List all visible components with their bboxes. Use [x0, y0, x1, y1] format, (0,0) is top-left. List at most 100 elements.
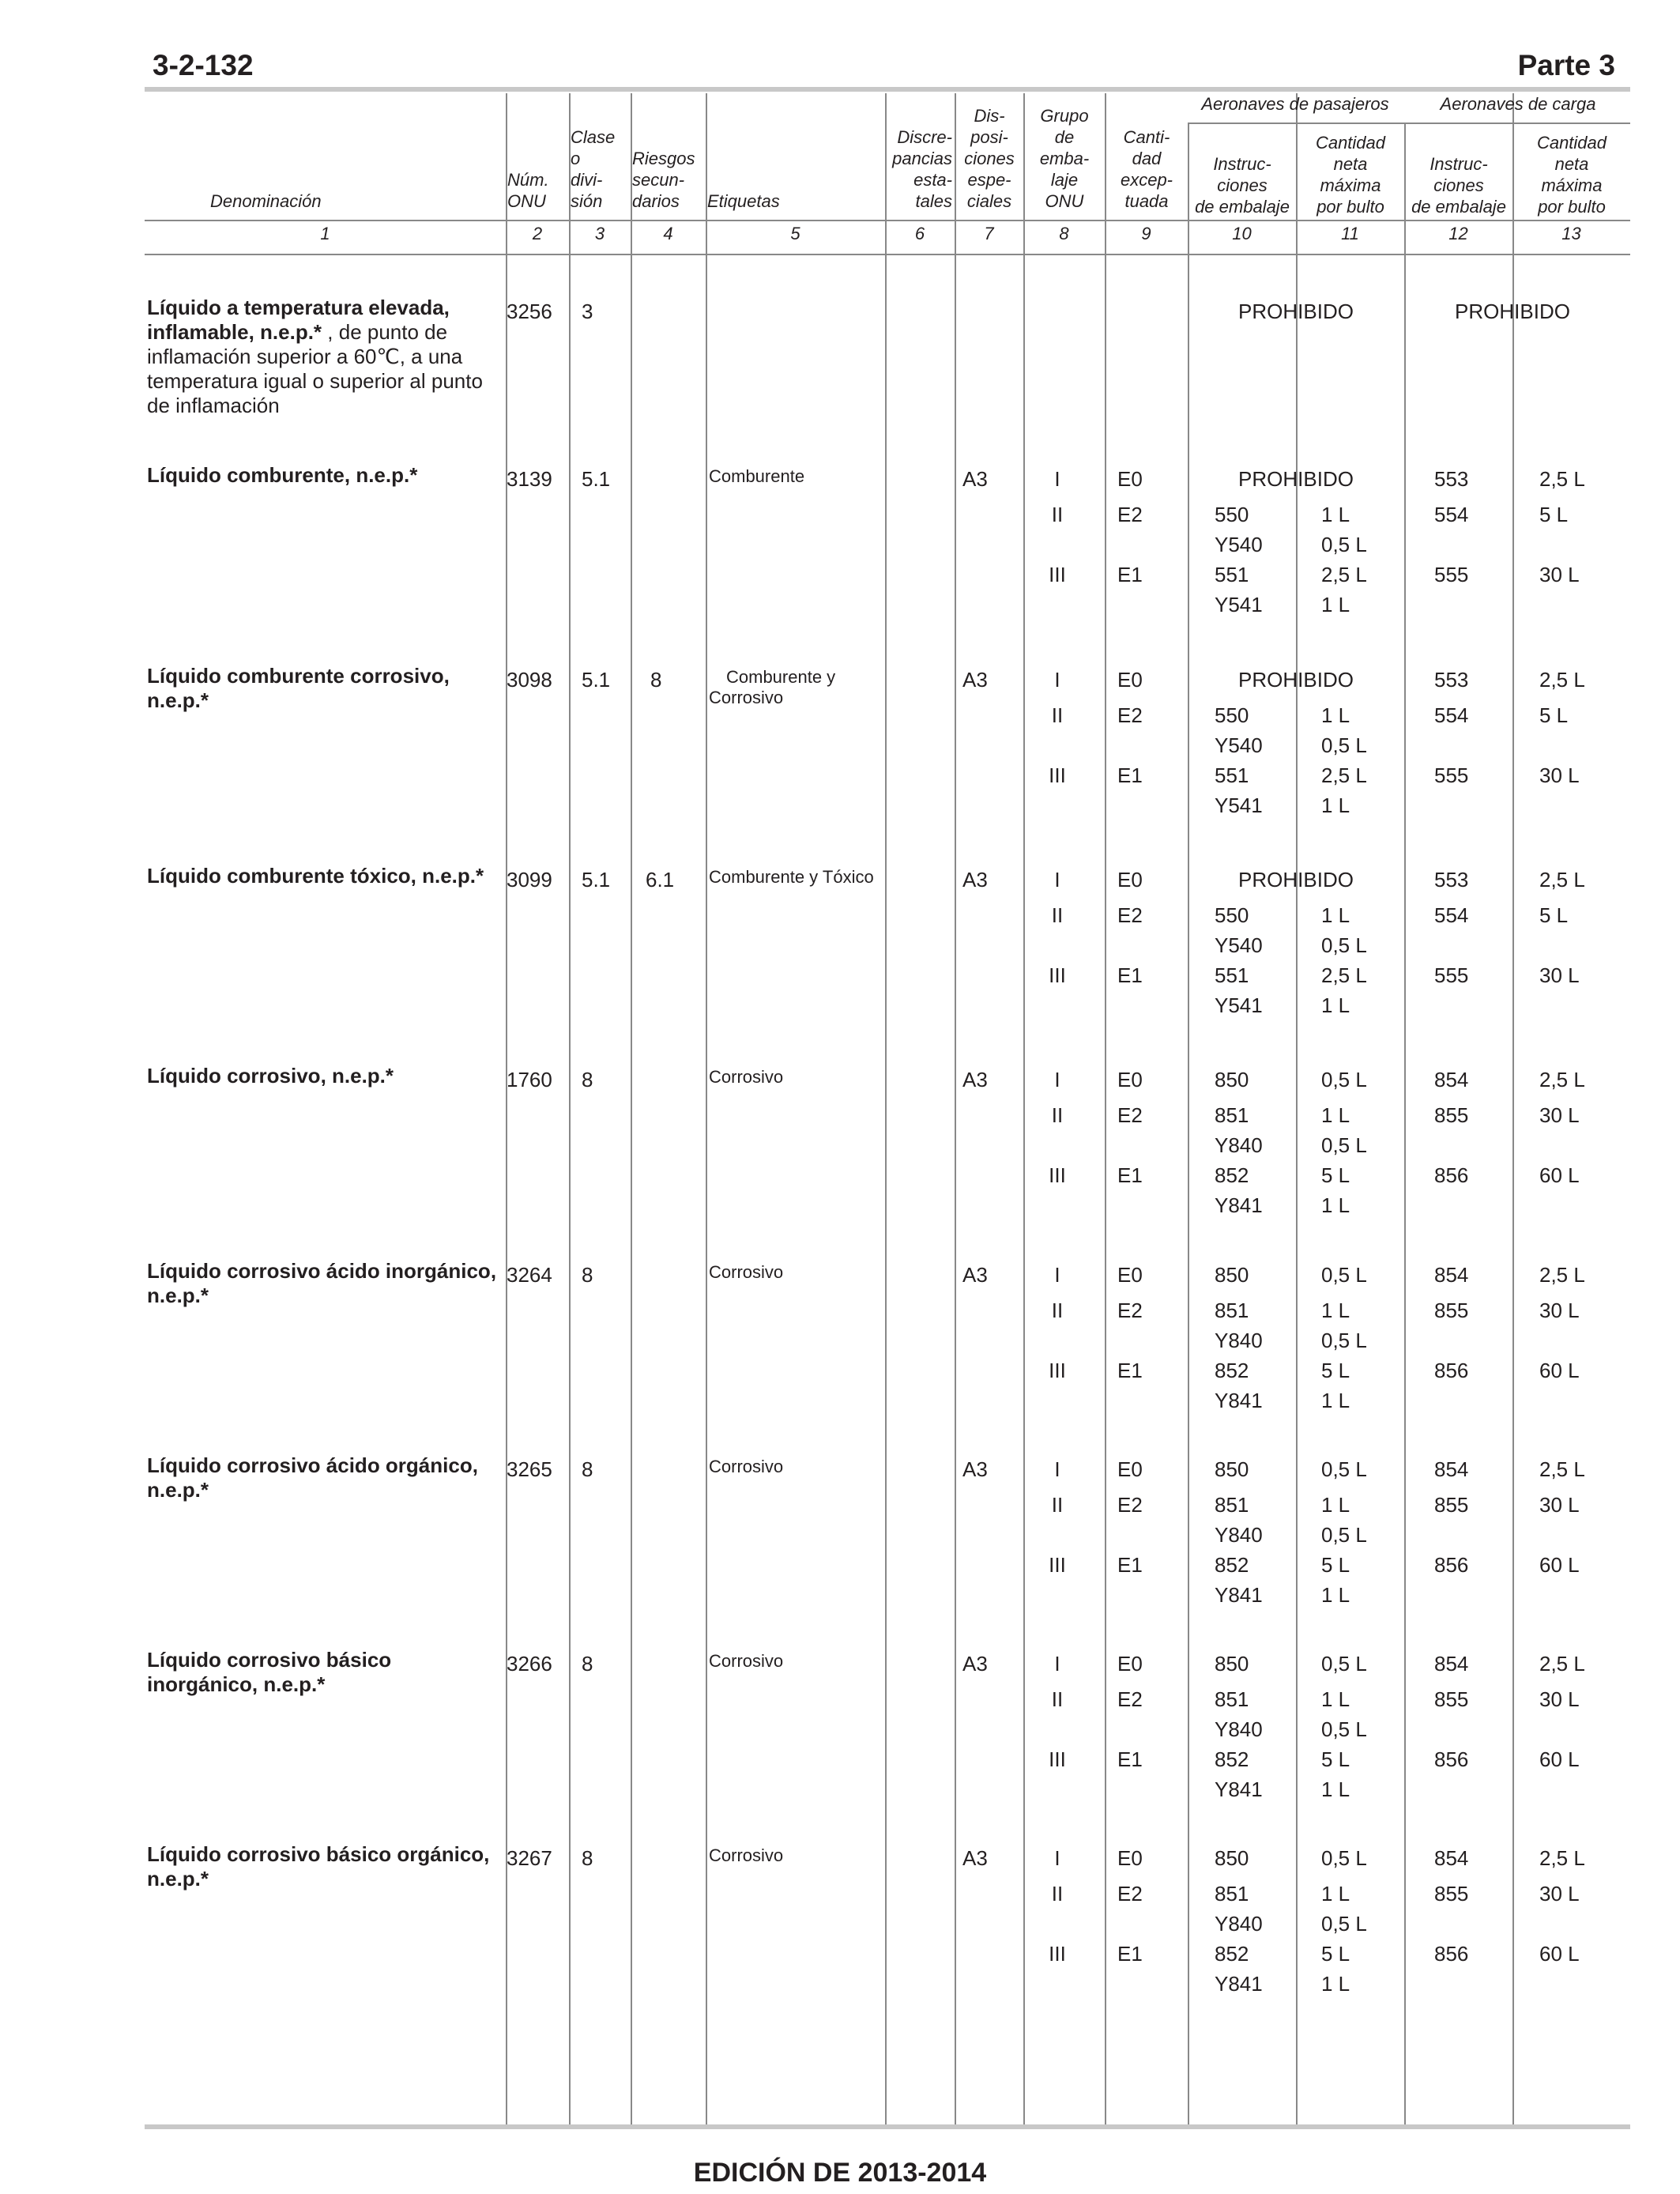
passenger-max-quantity: 5 L: [1321, 1553, 1350, 1577]
part-title: Parte 3: [1517, 49, 1615, 81]
header-line: ciones: [964, 149, 1015, 168]
un-number: 3265: [507, 1457, 552, 1481]
aircraft-group-rule: [1188, 123, 1630, 124]
packing-group: II: [1051, 503, 1064, 526]
passenger-max-quantity: 0,5 L: [1321, 1652, 1367, 1676]
hazard-label: Corrosivo: [709, 1457, 784, 1476]
passenger-packing-instruction: 551: [1215, 963, 1249, 987]
header-line: ciones: [1433, 175, 1484, 195]
column-header-c3: Clase o divi-sión: [571, 126, 629, 212]
cargo-max-quantity: 5 L: [1539, 903, 1569, 927]
column-number: 3: [594, 224, 605, 243]
column-rule: [1296, 93, 1298, 2124]
excepted-quantity: E0: [1117, 1652, 1143, 1676]
entry-name: Líquido corrosivo básico orgánico, n.e.p…: [147, 1842, 503, 1891]
header-line: Clase: [571, 127, 616, 147]
entry-name: Líquido corrosivo, n.e.p.*: [147, 1064, 503, 1088]
passenger-max-quantity: 1 L: [1321, 1493, 1350, 1517]
passenger-max-quantity: 2,5 L: [1321, 563, 1367, 586]
column-header-c5: Etiquetas: [707, 190, 881, 212]
cargo-max-quantity: 30 L: [1539, 1882, 1580, 1906]
un-number: 3099: [507, 868, 552, 892]
column-rule: [1023, 93, 1025, 2124]
column-rule: [955, 93, 956, 2124]
excepted-quantity: E1: [1117, 763, 1143, 787]
passenger-packing-instruction: 852: [1215, 1747, 1249, 1771]
header-line: secun-: [632, 170, 685, 190]
header-line: emba-: [1039, 149, 1090, 168]
passenger-packing-instruction: Y841: [1215, 1193, 1263, 1217]
header-line: esta-: [913, 170, 952, 190]
passenger-packing-instruction: 850: [1215, 1846, 1249, 1870]
class-division: 5.1: [582, 668, 611, 692]
hazard-label: Comburente: [709, 466, 805, 486]
un-number: 3139: [507, 467, 552, 491]
cargo-packing-instruction: 856: [1434, 1747, 1469, 1771]
passenger-max-quantity: 0,5 L: [1321, 1068, 1367, 1091]
packing-group: I: [1054, 1068, 1060, 1091]
excepted-quantity: E0: [1117, 1457, 1143, 1481]
cargo-packing-instruction: 855: [1434, 1299, 1469, 1322]
cargo-max-quantity: 2,5 L: [1539, 1068, 1585, 1091]
passenger-prohibited: PROHIBIDO: [1238, 300, 1354, 323]
passenger-prohibited: PROHIBIDO: [1238, 467, 1354, 491]
cargo-packing-instruction: 856: [1434, 1359, 1469, 1382]
passenger-packing-instruction: Y840: [1215, 1133, 1263, 1157]
header-line: Grupo: [1040, 106, 1089, 126]
passenger-packing-instruction: Y841: [1215, 1389, 1263, 1412]
packing-group: II: [1051, 1687, 1064, 1711]
header-line: darios: [632, 191, 680, 211]
cargo-packing-instruction: 855: [1434, 1687, 1469, 1711]
column-rule: [706, 93, 707, 2124]
hazard-label: Corrosivo: [709, 1845, 784, 1865]
cargo-max-quantity: 2,5 L: [1539, 1263, 1585, 1287]
passenger-packing-instruction: Y540: [1215, 533, 1263, 556]
cargo-packing-instruction: 554: [1434, 503, 1469, 526]
passenger-max-quantity: 0,5 L: [1321, 1523, 1367, 1547]
column-rule: [631, 93, 632, 2124]
cargo-packing-instruction: 854: [1434, 1068, 1469, 1091]
un-number: 3266: [507, 1652, 552, 1676]
passenger-max-quantity: 1 L: [1321, 1103, 1350, 1127]
passenger-max-quantity: 1 L: [1321, 703, 1350, 727]
header-line: ciales: [966, 191, 1012, 211]
passenger-max-quantity: 1 L: [1321, 1193, 1350, 1217]
header-line: ciones: [1217, 175, 1268, 195]
cargo-packing-instruction: 555: [1434, 563, 1469, 586]
special-provision: A3: [962, 868, 988, 892]
packing-group: III: [1049, 1553, 1066, 1577]
hazard-label: Corrosivo: [709, 1067, 784, 1087]
cargo-max-quantity: 30 L: [1539, 963, 1580, 987]
passenger-max-quantity: 5 L: [1321, 1942, 1350, 1966]
column-rule: [885, 93, 887, 2124]
column-number: 8: [1059, 224, 1069, 243]
header-line: Canti-: [1123, 127, 1170, 147]
hazard-label: Corrosivo: [709, 1651, 784, 1671]
header-line: Instruc-: [1213, 154, 1271, 174]
packing-group: II: [1051, 1103, 1064, 1127]
column-header-c13: Cantidad neta máxima por bulto: [1514, 132, 1629, 217]
column-rule: [569, 93, 571, 2124]
entry-name: Líquido comburente, n.e.p.*: [147, 463, 503, 488]
passenger-max-quantity: 1 L: [1321, 1299, 1350, 1322]
passenger-max-quantity: 0,5 L: [1321, 1717, 1367, 1741]
packing-group: I: [1054, 868, 1060, 892]
cargo-packing-instruction: 553: [1434, 868, 1469, 892]
header-line: por bulto: [1538, 197, 1606, 217]
column-rule: [1512, 93, 1514, 2124]
column-number: 4: [663, 224, 673, 243]
passenger-packing-instruction: Y840: [1215, 1523, 1263, 1547]
cargo-max-quantity: 2,5 L: [1539, 467, 1585, 491]
excepted-quantity: E2: [1117, 1493, 1143, 1517]
bottom-rule: [145, 2124, 1630, 2129]
passenger-packing-instruction: Y841: [1215, 1972, 1263, 1996]
passenger-max-quantity: 1 L: [1321, 1972, 1350, 1996]
column-number: 10: [1232, 224, 1252, 243]
special-provision: A3: [962, 1652, 988, 1676]
passenger-max-quantity: 1 L: [1321, 593, 1350, 616]
class-division: 8: [582, 1652, 593, 1676]
passenger-prohibited: PROHIBIDO: [1238, 668, 1354, 692]
packing-group: III: [1049, 963, 1066, 987]
packing-group: I: [1054, 668, 1060, 692]
passenger-packing-instruction: 851: [1215, 1687, 1249, 1711]
